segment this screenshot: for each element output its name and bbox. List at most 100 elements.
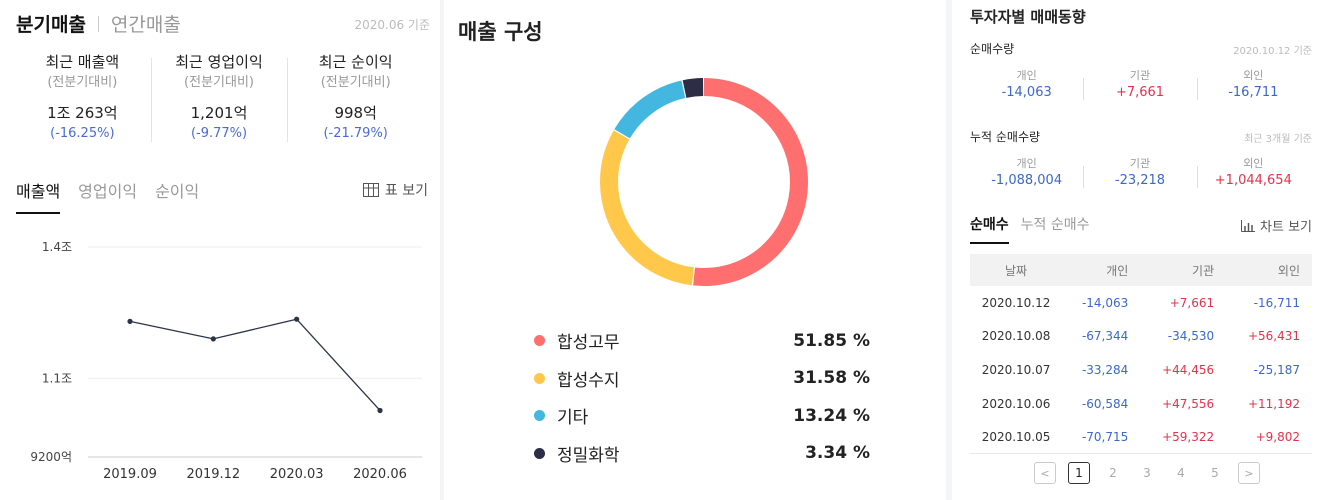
net-buy-value: -14,063 [1001, 85, 1052, 100]
legend-value: 3.34 % [805, 443, 870, 464]
cell-individual: -14,063 [1081, 295, 1129, 310]
tab-quarterly-sales[interactable]: 분기매출 [16, 14, 86, 36]
metric-subtitle: (전분기대비) [47, 75, 118, 90]
cell-date: 2020.10.08 [981, 329, 1051, 344]
page-1[interactable]: 1 [1068, 462, 1090, 484]
as-of-date: 2020.06 기준 [354, 18, 430, 32]
x-tick-label: 2020.03 [270, 467, 324, 482]
legend-dot [534, 372, 545, 384]
net-buy-individual: 개인 -14,063 [970, 68, 1083, 102]
cell-individual: -33,284 [1081, 362, 1129, 377]
net-buy-foreign: 외인 -16,711 [1196, 68, 1310, 102]
page-3[interactable]: 3 [1143, 466, 1151, 480]
prev-page-button[interactable]: < [1034, 462, 1056, 484]
metric-revenue: 최근 매출액 (전분기대비) 1조 263억 (-16.25%) [14, 52, 151, 144]
data-point[interactable] [210, 336, 216, 342]
legend-dot [534, 447, 545, 459]
data-point[interactable] [377, 407, 383, 414]
metric-change: (-9.77%) [190, 126, 248, 141]
column-date: 날짜 [970, 254, 1063, 286]
tab-cumulative-net-buy[interactable]: 누적 순매수 [1020, 217, 1090, 233]
cell-individual: -67,344 [1081, 329, 1129, 344]
cell-foreign: -25,187 [1253, 362, 1300, 377]
metric-net-income: 최근 순이익 (전분기대비) 998억 (-21.79%) [287, 52, 424, 144]
data-point[interactable] [127, 318, 133, 324]
cumulative-individual: 개인 -1,088,004 [970, 156, 1083, 190]
tab-revenue[interactable]: 매출액 [16, 178, 61, 214]
legend-item: 기타 13.24 % [534, 397, 870, 435]
net-buy-value: +7,661 [1115, 85, 1165, 100]
table-row: 2020.10.06 -60,584 +47,556 +11,192 [970, 387, 1312, 421]
cell-institution: +44,456 [1162, 362, 1215, 377]
sales-period-tabs: 분기매출 연간매출 [16, 10, 181, 37]
legend-value: 31.58 % [793, 368, 870, 389]
investor-title: 투자자별 매매동향 [970, 8, 1086, 26]
net-buy-summary: 개인 -14,063 기관 +7,661 외인 -16,711 [970, 68, 1310, 102]
metric-title: 최근 순이익 [318, 53, 393, 71]
metric-operating-profit: 최근 영업이익 (전분기대비) 1,201억 (-9.77%) [150, 52, 288, 144]
x-tick-label: 2019.12 [186, 467, 240, 482]
y-tick-label: 1.4조 [42, 240, 72, 254]
column-individual: 개인 [1062, 254, 1141, 286]
legend-label: 합성수지 [557, 370, 620, 391]
composition-legend: 합성고무 51.85 % 합성수지 31.58 % 기타 13.24 % 정밀화… [534, 322, 870, 472]
column-foreign: 외인 [1226, 254, 1312, 286]
donut-slice[interactable] [600, 78, 808, 286]
cell-institution: +7,661 [1169, 295, 1215, 310]
cell-institution: +47,556 [1162, 396, 1215, 411]
tab-net-buy[interactable]: 순매수 [970, 214, 1009, 244]
investor-type: 기관 [1129, 157, 1151, 170]
legend-item: 합성수지 31.58 % [534, 360, 870, 398]
trading-tabs: 순매수 누적 순매수 [970, 214, 1102, 244]
investor-type: 개인 [1016, 69, 1037, 82]
net-buy-institution: 기관 +7,661 [1083, 68, 1196, 102]
donut-slice[interactable] [600, 78, 808, 286]
data-point[interactable] [294, 316, 300, 322]
tab-operating-profit[interactable]: 영업이익 [78, 182, 138, 201]
legend-dot [534, 335, 545, 347]
tab-annual-sales[interactable]: 연간매출 [110, 14, 181, 36]
chart-metric-tabs: 매출액 영업이익 순이익 [16, 178, 217, 214]
cell-individual: -70,715 [1062, 420, 1141, 455]
metric-value: 1,201억 [190, 104, 248, 122]
investor-type: 외인 [1243, 69, 1264, 82]
metric-change: (-16.25%) [50, 126, 115, 141]
legend-label: 정밀화학 [557, 445, 620, 466]
legend-dot [534, 410, 545, 422]
cumulative-summary: 개인 -1,088,004 기관 -23,218 외인 +1,044,654 [970, 156, 1310, 190]
page-2[interactable]: 2 [1109, 466, 1117, 480]
y-tick-label: 1.1조 [42, 371, 72, 385]
metric-value: 1조 263억 [47, 104, 118, 122]
table-header-row: 날짜 개인 기관 외인 [970, 254, 1312, 286]
table-view-button[interactable]: 표 보기 [362, 180, 428, 200]
x-tick-label: 2019.09 [103, 467, 157, 482]
cell-foreign: +56,431 [1247, 329, 1300, 344]
cell-date: 2020.10.05 [970, 420, 1063, 455]
legend-value: 51.85 % [793, 330, 870, 351]
chart-view-button[interactable]: 차트 보기 [1241, 216, 1312, 235]
investor-type: 개인 [1016, 157, 1037, 170]
table-icon [362, 183, 379, 197]
trading-table: 날짜 개인 기관 외인 2020.10.12 -14,063 +7,661 -1… [970, 254, 1312, 455]
net-buy-label: 순매수량 [970, 42, 1015, 56]
legend-value: 13.24 % [793, 405, 870, 426]
cumulative-foreign: 외인 +1,044,654 [1196, 156, 1310, 190]
metric-change: (-21.79%) [323, 126, 388, 141]
investor-type: 외인 [1243, 157, 1264, 170]
cell-institution: +59,322 [1140, 420, 1227, 455]
quarterly-sales-panel: 분기매출 연간매출 2020.06 기준 최근 매출액 (전분기대비) 1조 2… [0, 0, 440, 500]
page-4[interactable]: 4 [1177, 466, 1185, 480]
table-row: 2020.10.07 -33,284 +44,456 -25,187 [970, 353, 1312, 387]
legend-item: 합성고무 51.85 % [534, 322, 870, 360]
tab-net-income[interactable]: 순이익 [155, 182, 200, 201]
next-page-button[interactable]: > [1238, 462, 1260, 484]
cumulative-value: -23,218 [1114, 173, 1166, 188]
cell-date: 2020.10.06 [981, 396, 1051, 411]
y-tick-label: 9200억 [30, 450, 72, 464]
x-tick-label: 2020.06 [353, 467, 407, 482]
table-row: 2020.10.08 -67,344 -34,530 +56,431 [970, 320, 1312, 354]
composition-donut-chart [600, 78, 808, 286]
cumulative-value: +1,044,654 [1214, 173, 1292, 188]
page-5[interactable]: 5 [1211, 466, 1219, 480]
column-institution: 기관 [1140, 254, 1227, 286]
